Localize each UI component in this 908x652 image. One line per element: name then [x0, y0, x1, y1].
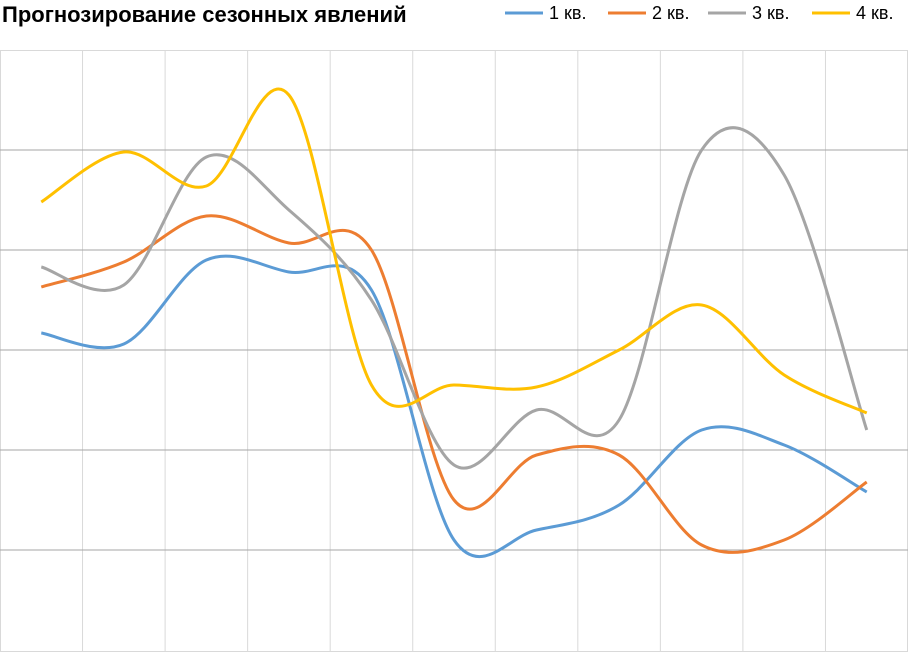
legend-label: 3 кв.: [752, 3, 789, 23]
series-line: [40, 87, 868, 415]
series-line: [40, 214, 868, 554]
series-line: [40, 254, 868, 558]
series-line: [40, 126, 869, 470]
legend-label: 1 кв.: [549, 3, 586, 23]
legend-label: 2 кв.: [652, 3, 689, 23]
chart-title: Прогнозирование сезонных явлений: [2, 2, 407, 27]
plot-area: [0, 50, 908, 652]
legend-label: 4 кв.: [856, 3, 893, 23]
